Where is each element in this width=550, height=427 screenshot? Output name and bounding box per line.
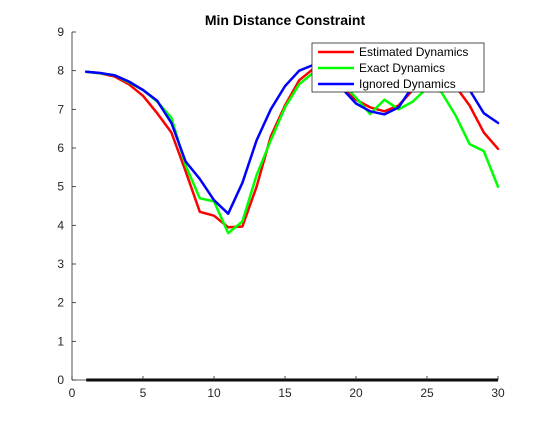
x-tick-label: 10: [207, 386, 221, 400]
x-tick-label: 25: [420, 386, 434, 400]
x-tick-label: 5: [140, 386, 147, 400]
x-tick-label: 20: [349, 386, 363, 400]
y-tick-label: 6: [57, 141, 64, 155]
x-tick-label: 15: [278, 386, 292, 400]
y-tick-label: 0: [57, 373, 64, 387]
y-tick-label: 2: [57, 296, 64, 310]
y-tick-label: 1: [57, 334, 64, 348]
y-tick-label: 8: [57, 64, 64, 78]
y-tick-label: 9: [57, 25, 64, 39]
legend-label: Ignored Dynamics: [359, 77, 456, 91]
legend-label: Exact Dynamics: [359, 61, 445, 75]
y-tick-label: 7: [57, 102, 64, 116]
y-tick-label: 3: [57, 257, 64, 271]
legend-label: Estimated Dynamics: [359, 45, 468, 59]
y-tick-label: 5: [57, 180, 64, 194]
y-tick-label: 4: [57, 218, 64, 232]
chart-title: Min Distance Constraint: [205, 12, 366, 28]
axes-layer: 0 5 10 15 20 25 30 0 1 2 3 4 5 6 7 8 9: [57, 25, 505, 400]
legend-items: Estimated Dynamics Exact Dynamics Ignored …: [318, 45, 468, 91]
legend: Estimated Dynamics Exact Dynamics Ignored …: [311, 42, 485, 93]
x-tick-label: 0: [69, 386, 76, 400]
x-tick-label: 30: [491, 386, 505, 400]
